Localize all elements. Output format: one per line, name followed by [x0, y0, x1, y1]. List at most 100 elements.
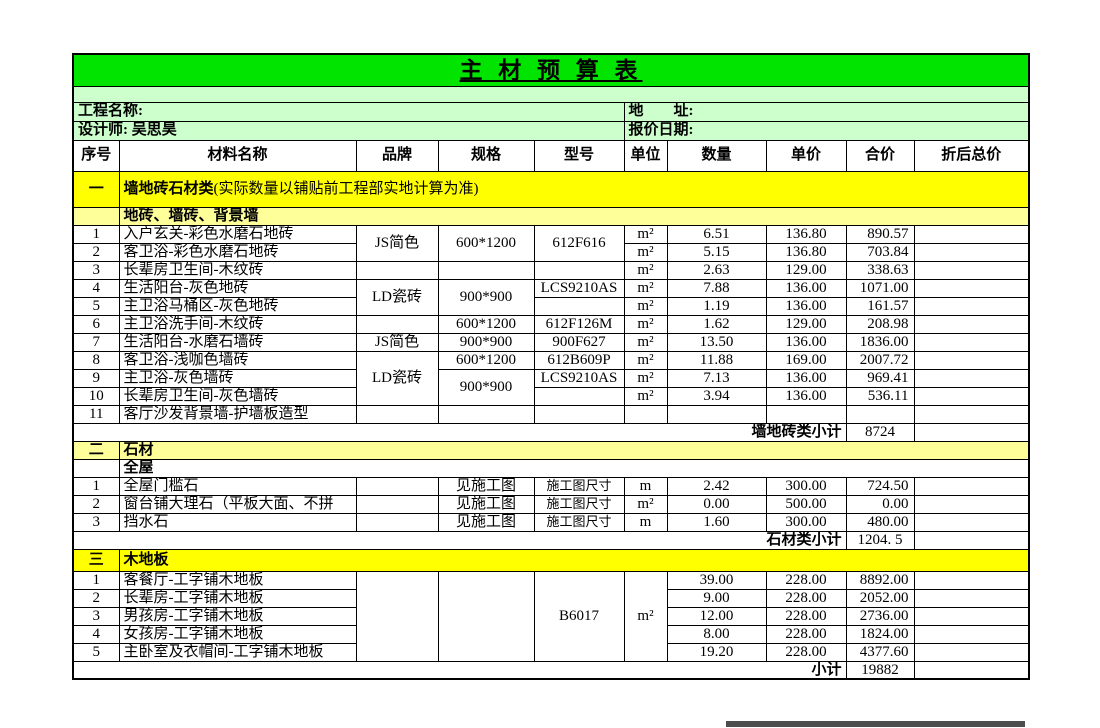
- cell: [355, 404, 439, 424]
- cell: 703.84: [845, 242, 915, 262]
- cell: 136.00: [765, 332, 847, 352]
- cell: 136.00: [765, 386, 847, 406]
- cell: 见施工图: [437, 512, 535, 532]
- cell: 生活阳台-水磨石墙砖: [118, 332, 357, 352]
- cell: 1836.00: [845, 332, 915, 352]
- cell: m²: [623, 296, 668, 316]
- section-number: 一: [72, 170, 120, 208]
- cell: JS简色: [355, 224, 439, 262]
- table-row: 4 生活阳台-灰色地砖 LD瓷砖 900*900 LCS9210AS m² 7.88 136.…: [72, 278, 1030, 316]
- table-row: 2 长辈房-工字铺木地板 9.00 228.00 2052.00: [72, 588, 1030, 608]
- table-row: 1 入户玄关-彩色水磨石地砖 JS简色 600*1200 612F616 m² 6.51 13…: [72, 224, 1030, 262]
- cell: 5: [72, 296, 120, 316]
- table-row: 9 主卫浴-灰色墙砖 900*900 LCS9210AS m² 7.13 136.00 969…: [72, 368, 1030, 406]
- cell: 主卫浴洗手间-木纹砖: [118, 314, 357, 334]
- cell: m: [623, 512, 668, 532]
- cell: 612F126M: [533, 314, 625, 334]
- cell: [72, 206, 120, 226]
- column-header-row: 序号 材料名称 品牌 规格 型号 单位 数量 单价 合价 折后总价: [72, 139, 1030, 172]
- cell: 7.13: [666, 368, 767, 388]
- cell: LCS9210AS: [533, 368, 625, 388]
- cell: [913, 422, 1030, 442]
- cell: 600*1200: [437, 224, 535, 262]
- cell: 2.63: [666, 260, 767, 280]
- cell: 2736.00: [845, 606, 915, 626]
- section-title: 墙地砖石材类(实际数量以铺贴前工程部实地计算为准): [118, 170, 1030, 208]
- cell: 900*900: [437, 278, 535, 316]
- cell: 9.00: [666, 588, 767, 608]
- subtotal-row: 墙地砖类小计 8724: [72, 422, 1030, 442]
- address-label: 地 址:: [623, 101, 1030, 122]
- cell: [355, 512, 439, 532]
- section-title: 石材: [118, 440, 1030, 460]
- cell: 11.88: [666, 350, 767, 370]
- cell: [845, 404, 915, 424]
- next-section-bar: [726, 721, 1025, 727]
- cell: m²: [623, 494, 668, 514]
- cell: 228.00: [765, 642, 847, 662]
- cell: 女孩房-工字铺木地板: [118, 624, 357, 644]
- cell: [533, 260, 625, 280]
- cell: [72, 85, 1030, 103]
- table-row: 1 客餐厅-工字铺木地板 B6017 m² 39.00 228.00 8892.00: [72, 570, 1030, 662]
- cell: 39.00: [666, 570, 767, 590]
- cell: 11: [72, 404, 120, 424]
- cell: 1: [72, 570, 120, 590]
- cell: [72, 458, 120, 478]
- cell: 长辈房卫生间-灰色墙砖: [118, 386, 357, 406]
- section-number: 三: [72, 548, 120, 572]
- cell: 228.00: [765, 570, 847, 590]
- section-title: 木地板: [118, 548, 1030, 572]
- cell: [355, 494, 439, 514]
- table-row: 8 客卫浴-浅咖色墙砖 LD瓷砖 600*1200 612B609P m² 11.88 169…: [72, 350, 1030, 406]
- cell: 主卧室及衣帽间-工字铺木地板: [118, 642, 357, 662]
- cell: [913, 350, 1030, 370]
- col-header: 单位: [623, 139, 668, 172]
- cell: 5: [72, 642, 120, 662]
- cell: 3: [72, 260, 120, 280]
- table-row: 2 窗台铺大理石（平板大面、不拼 见施工图 施工图尺寸 m² 0.00 500.00 0.00: [72, 494, 1030, 514]
- section-number: 二: [72, 440, 120, 460]
- cell: B6017: [533, 570, 625, 662]
- cell: 2.42: [666, 476, 767, 496]
- cell: [913, 588, 1030, 608]
- cell: 客卫浴-彩色水磨石地砖: [118, 242, 357, 262]
- cell: [913, 404, 1030, 424]
- cell: [913, 606, 1030, 626]
- cell: 612F616: [533, 224, 625, 262]
- subtotal-value: 19882: [845, 660, 915, 680]
- budget-table: 主 材 预 算 表工程名称: 地 址: 设计师: 吴思昊 报价日期: 序号 材料名称 品牌规…: [72, 53, 1030, 680]
- col-header: 型号: [533, 139, 625, 172]
- info-row: 设计师: 吴思昊 报价日期:: [72, 120, 1030, 141]
- project-name-label: 工程名称:: [72, 101, 625, 122]
- cell: 2: [72, 242, 120, 262]
- info-row: 工程名称: 地 址:: [72, 101, 1030, 122]
- cell: m²: [623, 260, 668, 280]
- cell: 8: [72, 350, 120, 370]
- cell: 1: [72, 476, 120, 496]
- cell: [355, 314, 439, 334]
- cell: LD瓷砖: [355, 350, 439, 406]
- subsection-row: 全屋: [72, 458, 1030, 478]
- cell: 900F627: [533, 332, 625, 352]
- section-row: 三木地板: [72, 548, 1030, 572]
- col-header: 规格: [437, 139, 535, 172]
- section-row: 二石材: [72, 440, 1030, 460]
- cell: [437, 404, 535, 424]
- cell: 7: [72, 332, 120, 352]
- cell: 见施工图: [437, 476, 535, 496]
- budget-sheet: 主 材 预 算 表工程名称: 地 址: 设计师: 吴思昊 报价日期: 序号 材料名称 品牌规…: [72, 53, 1030, 680]
- cell: 600*1200: [437, 350, 535, 370]
- cell: m²: [623, 314, 668, 334]
- cell: [913, 494, 1030, 514]
- cell: 724.50: [845, 476, 915, 496]
- cell: [913, 224, 1030, 244]
- cell: 0.00: [666, 494, 767, 514]
- cell: 4: [72, 624, 120, 644]
- cell: LD瓷砖: [355, 278, 439, 316]
- subtotal-label: 墙地砖类小计: [72, 422, 847, 442]
- cell: [913, 386, 1030, 406]
- cell: 228.00: [765, 606, 847, 626]
- col-header: 单价: [765, 139, 847, 172]
- subtotal-label: 石材类小计: [72, 530, 847, 550]
